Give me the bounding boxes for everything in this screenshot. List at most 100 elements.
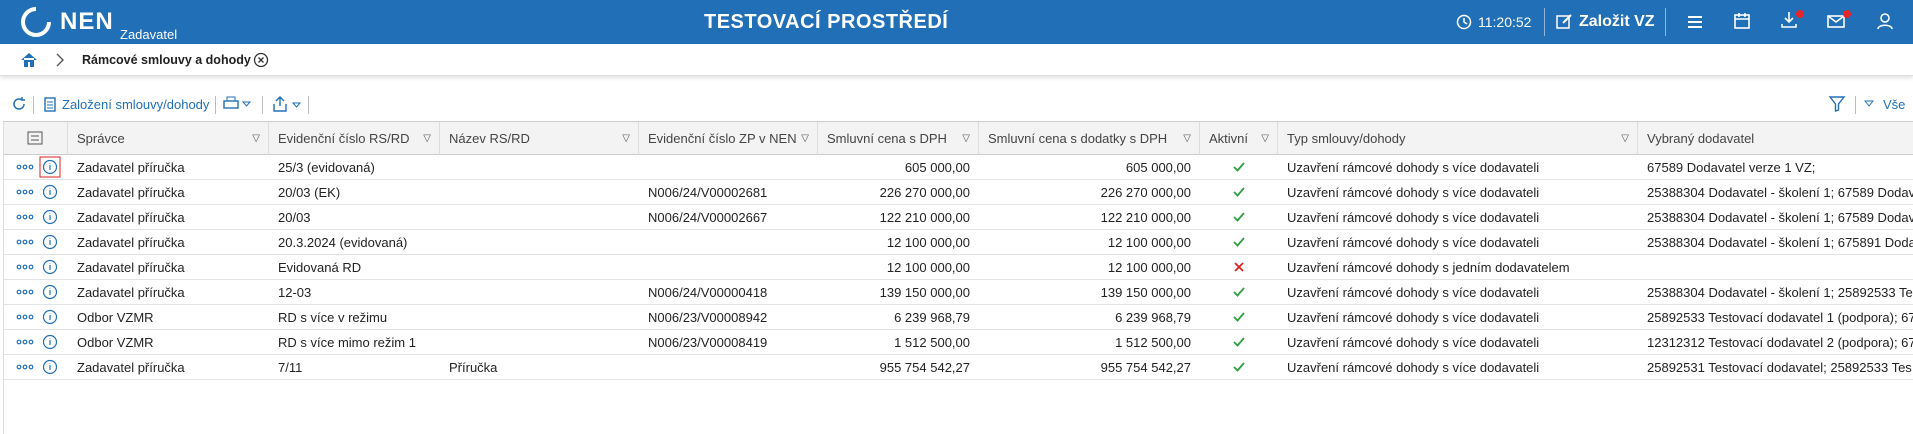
column-header: Název RS/RD ▽ xyxy=(440,122,639,155)
sort-arrow[interactable]: ▽ xyxy=(622,133,630,144)
cell xyxy=(440,155,639,180)
cell xyxy=(639,230,818,255)
calendar-icon[interactable] xyxy=(1733,12,1751,30)
column-title[interactable]: Evidenční číslo RS/RD xyxy=(278,131,410,146)
refresh-icon[interactable] xyxy=(11,96,27,112)
cell: 226 270 000,00 xyxy=(818,180,979,205)
sort-arrow[interactable]: ▽ xyxy=(1261,133,1269,144)
sort-arrow[interactable]: ▽ xyxy=(801,133,809,144)
column-title[interactable]: Název RS/RD xyxy=(449,131,530,146)
cell: N006/23/V00008419 xyxy=(639,330,818,355)
active-check xyxy=(1200,230,1278,255)
row-actions[interactable] xyxy=(4,230,68,255)
sort-arrow[interactable]: ▽ xyxy=(1183,133,1191,144)
cell: 7/11 xyxy=(269,355,440,380)
cell xyxy=(639,355,818,380)
cell xyxy=(639,255,818,280)
filter-all[interactable]: Vše xyxy=(1883,97,1906,112)
cell: 25388304 Dodavatel - školení 1; 25892533… xyxy=(1638,280,1913,305)
cell: 12 100 000,00 xyxy=(818,255,979,280)
active-check xyxy=(1200,355,1278,380)
separator xyxy=(1855,96,1856,114)
column-header: Smluvní cena s DPH ▽ xyxy=(818,122,979,155)
cell xyxy=(440,305,639,330)
row-actions[interactable] xyxy=(4,280,68,305)
cell: N006/23/V00008942 xyxy=(639,305,818,330)
cell: 12-03 xyxy=(269,280,440,305)
user-icon[interactable] xyxy=(1876,12,1894,30)
row-actions[interactable] xyxy=(4,205,68,230)
cell: Odbor VZMR xyxy=(68,305,269,330)
menu-icon[interactable] xyxy=(1686,13,1704,31)
cell: N006/24/V00002681 xyxy=(639,180,818,205)
home-icon[interactable] xyxy=(20,51,38,68)
export-icon[interactable] xyxy=(272,95,304,113)
cell: 20/03 xyxy=(269,205,440,230)
row-actions[interactable] xyxy=(4,305,68,330)
edit-icon xyxy=(1556,14,1572,29)
cell: 122 210 000,00 xyxy=(818,205,979,230)
active-check xyxy=(1200,305,1278,330)
column-header: Aktivní ▽ xyxy=(1200,122,1278,155)
cell: Zadavatel příručka xyxy=(68,280,269,305)
row-actions[interactable] xyxy=(4,180,68,205)
cell: Zadavatel příručka xyxy=(68,180,269,205)
clock-icon xyxy=(1456,14,1472,30)
column-header: Vybraný dodavatel xyxy=(1638,122,1913,155)
create-button[interactable]: Založit VZ xyxy=(1579,13,1655,30)
cell: N006/24/V00002667 xyxy=(639,205,818,230)
cell: Uzavření rámcové dohody s více dodavatel… xyxy=(1278,355,1638,380)
cell: 6 239 968,79 xyxy=(818,305,979,330)
cell xyxy=(440,280,639,305)
print-icon[interactable] xyxy=(222,96,254,112)
column-header: Správce ▽ xyxy=(68,122,269,155)
cell: 1 512 500,00 xyxy=(818,330,979,355)
download-icon[interactable] xyxy=(1780,10,1804,30)
row-actions[interactable] xyxy=(4,330,68,355)
sort-arrow[interactable]: ▽ xyxy=(423,133,431,144)
sort-arrow[interactable]: ▽ xyxy=(1621,133,1629,144)
column-title[interactable]: Smluvní cena s dodatky s DPH xyxy=(988,131,1168,146)
separator xyxy=(215,96,216,114)
column-settings xyxy=(4,122,68,155)
column-title[interactable]: Aktivní xyxy=(1209,131,1249,146)
row-actions[interactable] xyxy=(4,255,68,280)
mail-icon[interactable] xyxy=(1827,10,1851,30)
cell: Uzavření rámcové dohody s více dodavatel… xyxy=(1278,330,1638,355)
cell: Uzavření rámcové dohody s více dodavatel… xyxy=(1278,230,1638,255)
row-actions[interactable] xyxy=(4,155,68,180)
logo-icon xyxy=(21,6,52,37)
active-check xyxy=(1200,205,1278,230)
create-contract[interactable]: Založení smlouvy/dohody xyxy=(62,97,210,112)
sort-arrow[interactable]: ▽ xyxy=(252,133,260,144)
logo[interactable]: NEN xyxy=(60,8,114,35)
cell xyxy=(440,330,639,355)
column-title[interactable]: Typ smlouvy/dohody xyxy=(1287,131,1406,146)
column-title[interactable]: Vybraný dodavatel xyxy=(1647,131,1755,146)
active-check xyxy=(1200,280,1278,305)
column-title[interactable]: Smluvní cena s DPH xyxy=(827,131,947,146)
inactive-cross xyxy=(1200,255,1278,280)
role: Zadavatel xyxy=(120,27,178,42)
cell: Evidovaná RD xyxy=(269,255,440,280)
cell xyxy=(440,230,639,255)
close-tab[interactable] xyxy=(253,52,269,68)
top-bar: NEN Zadavatel TESTOVACÍ PROSTŘEDÍ 11:20:… xyxy=(0,0,1913,44)
sort-arrow[interactable]: ▽ xyxy=(962,133,970,144)
cell xyxy=(440,205,639,230)
cell: RD s více mimo režim 1 xyxy=(269,330,440,355)
cell: 25388304 Dodavatel - školení 1; 67589 Do… xyxy=(1638,180,1913,205)
active-check xyxy=(1200,180,1278,205)
cell: Uzavření rámcové dohody s více dodavatel… xyxy=(1278,155,1638,180)
row-actions[interactable] xyxy=(4,355,68,380)
separator xyxy=(1665,8,1666,36)
cell: 12 100 000,00 xyxy=(818,230,979,255)
filter-icon[interactable] xyxy=(1828,95,1846,113)
cell: 12 100 000,00 xyxy=(979,230,1200,255)
column-header: Typ smlouvy/dohody ▽ xyxy=(1278,122,1638,155)
column-title[interactable]: Evidenční číslo ZP v NEN xyxy=(648,131,797,146)
cell: Zadavatel příručka xyxy=(68,230,269,255)
cell: 605 000,00 xyxy=(818,155,979,180)
column-title[interactable]: Správce xyxy=(77,131,125,146)
doc-icon xyxy=(44,97,56,112)
